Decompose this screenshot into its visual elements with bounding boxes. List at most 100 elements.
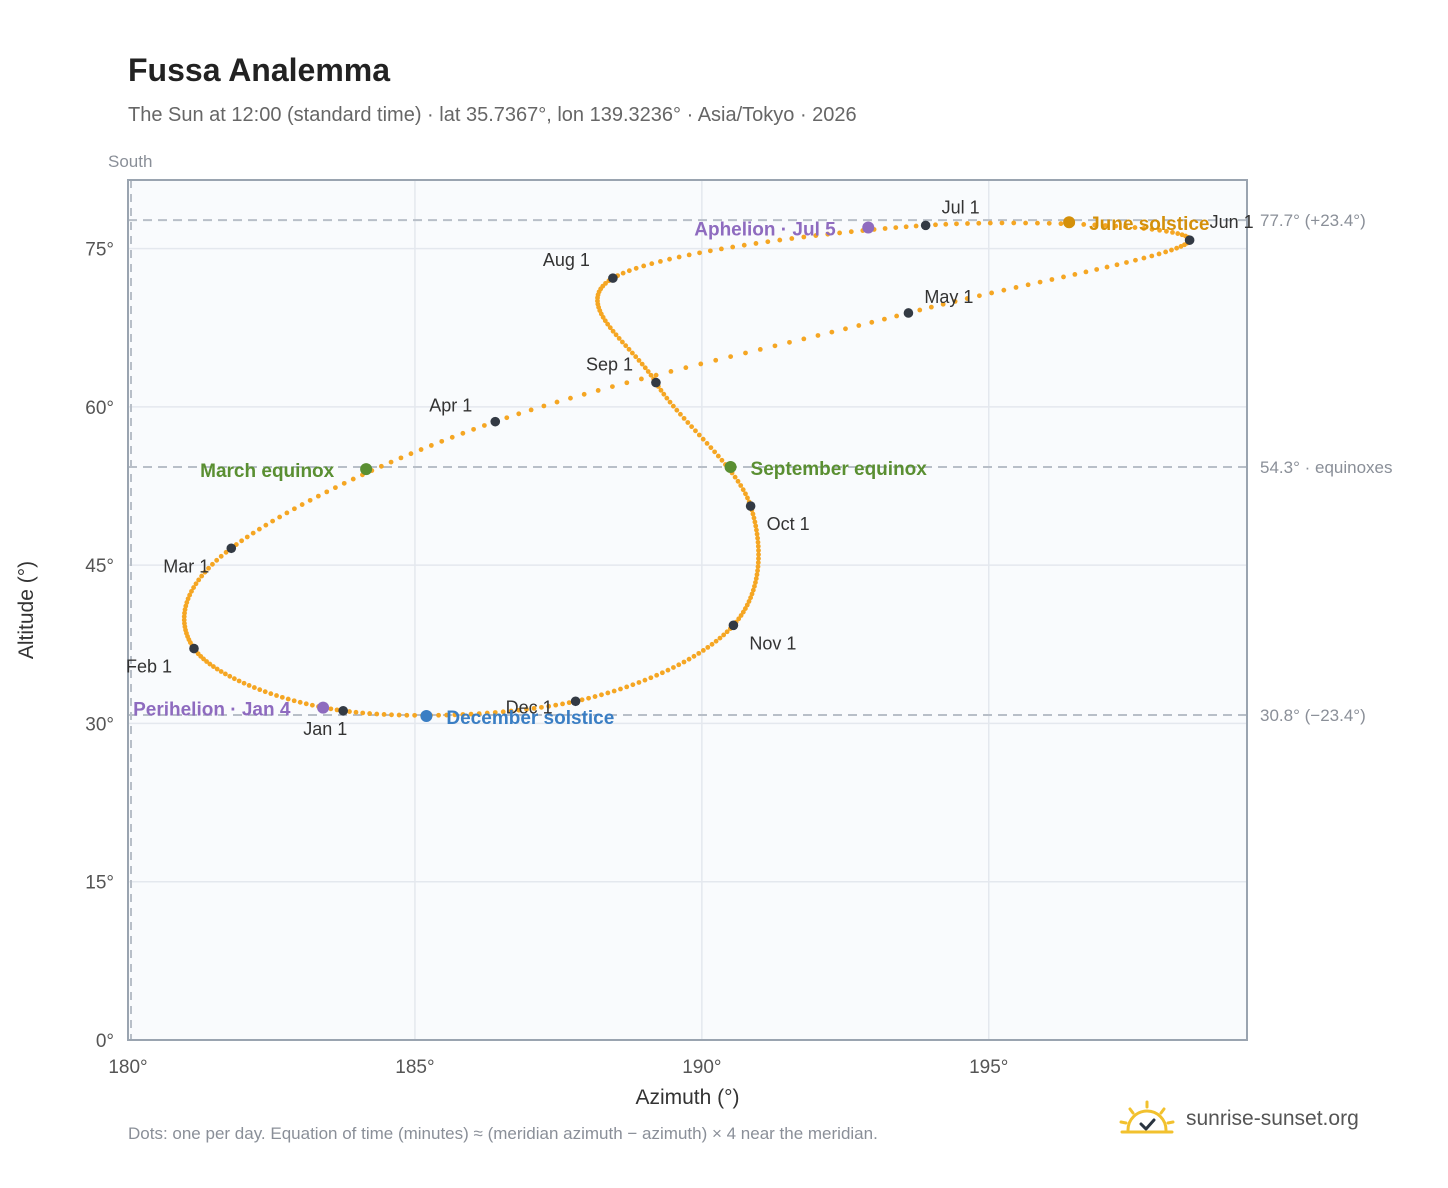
daily-sun-dot (869, 319, 875, 325)
daily-sun-dot (299, 502, 305, 507)
daily-sun-dot (1046, 220, 1052, 226)
daily-sun-dot (829, 329, 835, 335)
y-axis-label: Altitude (°) (15, 561, 38, 659)
daily-sun-dot (291, 698, 297, 704)
daily-sun-dot (751, 515, 757, 521)
daily-sun-dot (1094, 267, 1100, 272)
daily-sun-dot (1156, 251, 1162, 257)
daily-sun-dot (184, 600, 190, 605)
daily-sun-dot (1072, 271, 1078, 277)
daily-sun-dot (353, 709, 359, 715)
x-axis-label: Azimuth (°) (635, 1086, 739, 1109)
daily-sun-dot (1132, 225, 1138, 230)
daily-sun-dot (630, 682, 636, 688)
daily-sun-dot (825, 231, 831, 237)
daily-sun-dot (653, 372, 659, 378)
daily-sun-dot (700, 647, 706, 653)
daily-sun-dot (801, 336, 807, 342)
month-marker (570, 696, 581, 707)
event-marker (360, 463, 373, 476)
month-label: Nov 1 (749, 633, 796, 653)
daily-sun-dot (705, 644, 711, 650)
daily-sun-dot (1175, 231, 1181, 236)
event-label: September equinox (751, 459, 928, 480)
daily-sun-dot (618, 686, 623, 692)
daily-sun-dot (633, 354, 639, 360)
daily-sun-dot (388, 459, 394, 465)
daily-sun-dot (678, 411, 683, 417)
plot-frame (127, 179, 1248, 1041)
daily-sun-dot (681, 659, 687, 665)
daily-sun-dot (933, 222, 938, 228)
daily-sun-dot (686, 656, 692, 662)
daily-sun-dot (449, 434, 455, 440)
daily-sun-dot (964, 296, 970, 301)
y-tick-label: 60° (85, 398, 114, 419)
daily-sun-dot (1113, 223, 1119, 229)
daily-sun-dot (753, 523, 759, 529)
daily-sun-dot (750, 511, 756, 517)
daily-sun-dot (620, 339, 625, 345)
daily-sun-dot (686, 252, 692, 258)
daily-sun-dot (1141, 255, 1147, 261)
daily-sun-dot (704, 441, 710, 446)
daily-sun-dot (658, 387, 664, 393)
event-marker (724, 461, 737, 474)
daily-sun-dot (341, 480, 347, 486)
daily-sun-dot (772, 343, 778, 349)
daily-sun-dot (241, 680, 247, 686)
daily-sun-dot (610, 384, 615, 389)
daily-sun-dot (244, 534, 250, 540)
daily-sun-dot (309, 702, 315, 708)
daily-sun-dot (268, 691, 274, 697)
daily-sun-dot (1037, 279, 1043, 285)
daily-sun-dot (610, 328, 616, 334)
month-label: May 1 (924, 287, 973, 307)
daily-sun-dot (696, 650, 702, 656)
daily-sun-dot (882, 316, 887, 322)
daily-sun-dot (1149, 226, 1155, 232)
daily-sun-dot (270, 518, 276, 524)
daily-sun-dot (801, 234, 807, 240)
daily-sun-dot (611, 688, 617, 694)
month-label: Jul 1 (942, 197, 980, 217)
brand[interactable]: sunrise-sunset.org (1118, 1100, 1359, 1138)
x-tick-label: 190° (682, 1057, 721, 1078)
daily-sun-dot (755, 564, 761, 570)
daily-sun-dot (1157, 227, 1162, 233)
daily-sun-dot (211, 664, 216, 669)
daily-sun-dot (765, 239, 771, 245)
daily-sun-dot (952, 298, 958, 304)
daily-sun-dot (641, 263, 647, 269)
daily-sun-dot (297, 699, 303, 705)
daily-sun-dot (182, 610, 187, 616)
daily-sun-dot (755, 568, 760, 574)
y-tick-label: 0° (96, 1031, 114, 1052)
daily-sun-dot (428, 443, 434, 448)
daily-sun-dot (202, 569, 208, 575)
daily-sun-dot (207, 661, 213, 667)
daily-sun-dot (404, 712, 410, 718)
daily-sun-dot (745, 495, 750, 501)
daily-sun-dot (659, 670, 665, 676)
daily-sun-dot (893, 225, 899, 230)
daily-sun-dot (214, 557, 220, 563)
daily-sun-dot (1170, 229, 1175, 235)
month-marker (608, 273, 618, 283)
daily-sun-dot (516, 411, 522, 417)
daily-sun-dot (642, 365, 648, 371)
event-marker (420, 710, 433, 723)
daily-sun-dot (436, 712, 441, 718)
daily-sun-dot (516, 707, 522, 713)
month-label: Oct 1 (767, 514, 810, 534)
daily-sun-dot (965, 221, 970, 226)
daily-sun-dot (667, 256, 672, 262)
daily-sun-dot (560, 701, 565, 707)
daily-sun-dot (670, 403, 676, 409)
daily-sun-dot (181, 617, 187, 623)
daily-sun-dot (599, 692, 604, 698)
daily-sun-dot (629, 350, 635, 356)
daily-sun-dot (303, 701, 309, 707)
daily-sun-dot (284, 510, 290, 516)
daily-sun-dot (374, 711, 380, 717)
